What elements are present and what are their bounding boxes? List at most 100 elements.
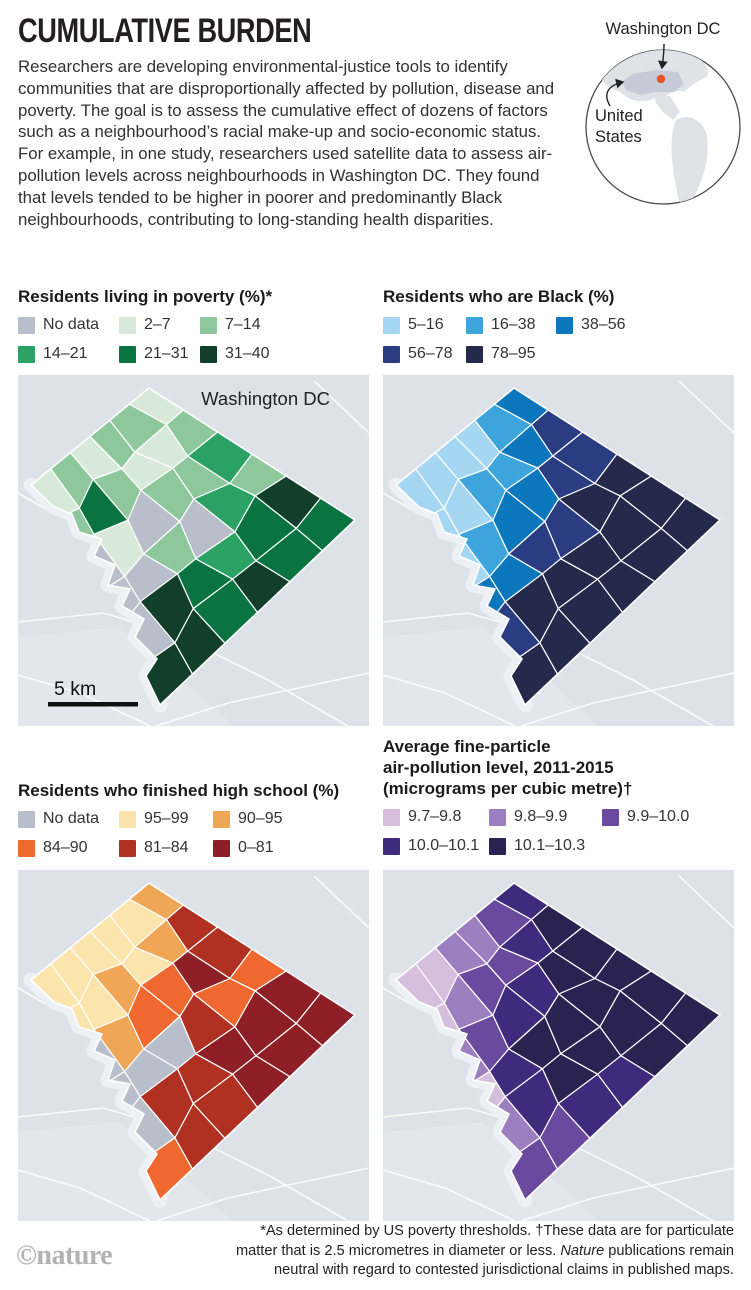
dc-neighbourhoods xyxy=(31,388,355,705)
road-line xyxy=(313,380,369,434)
legend-swatch xyxy=(213,839,230,857)
footer-note-nature-italic: Nature xyxy=(560,1242,605,1259)
legend-swatch xyxy=(200,316,217,334)
dc-neighbourhoods xyxy=(31,883,355,1200)
legend-swatch xyxy=(383,808,400,826)
legend-item: 21–31 xyxy=(119,345,200,363)
surrounding-land-tint xyxy=(18,1122,233,1221)
arrow-to-us-icon xyxy=(606,78,625,107)
legend-label: 7–14 xyxy=(225,316,261,333)
footer-note: *As determined by US poverty thresholds.… xyxy=(190,1222,734,1281)
legend-rows: 9.7–9.8 9.8–9.9 9.9–10.0 10.0–10.1 10.1–10.3 xyxy=(383,808,743,855)
road-line xyxy=(155,672,369,726)
globe-south-america xyxy=(671,117,708,204)
arrow-to-dc-icon xyxy=(658,43,668,70)
legend-item: 10.1–10.3 xyxy=(489,837,602,855)
road-line xyxy=(678,875,734,929)
legend-swatch xyxy=(119,839,136,857)
legend-item: 95–99 xyxy=(119,810,213,828)
legend-label: 56–78 xyxy=(408,345,453,362)
footer-note-line2-post: publications remain xyxy=(604,1242,734,1259)
legend-label: 84–90 xyxy=(43,839,88,856)
legend-item: 7–14 xyxy=(200,316,378,334)
legend-swatch xyxy=(213,810,230,828)
legend-item: 2–7 xyxy=(119,316,200,334)
footer-note-line2-pre: matter that is 2.5 micrometres in diamet… xyxy=(235,1242,561,1259)
legend-label: 38–56 xyxy=(581,316,626,333)
map-svg xyxy=(383,870,734,1221)
legend-item: 31–40 xyxy=(200,345,378,363)
map-poverty: Washington DC 5 km xyxy=(18,375,369,726)
legend-swatch xyxy=(383,316,400,334)
legend-swatch xyxy=(119,810,136,828)
legend-swatch xyxy=(18,810,35,828)
legend-item: 14–21 xyxy=(18,345,119,363)
map-air-pollution xyxy=(383,870,734,1221)
legend-item: 81–84 xyxy=(119,839,213,857)
legend-item: No data xyxy=(18,810,119,828)
legend-swatch xyxy=(556,316,573,334)
road-line xyxy=(678,380,734,434)
legend-item: 56–78 xyxy=(383,345,466,363)
legend-label: 81–84 xyxy=(144,839,189,856)
legend-label: 9.7–9.8 xyxy=(408,808,462,825)
legend-swatch xyxy=(466,345,483,363)
legend-item: 9.7–9.8 xyxy=(383,808,489,826)
road-line xyxy=(520,672,734,726)
globe-central-america xyxy=(654,94,680,120)
legend-title: Residents who are Black (%) xyxy=(383,287,615,306)
legend-swatch xyxy=(489,837,506,855)
legend-label: 10.0–10.1 xyxy=(408,837,480,854)
globe-country-label-line1: United xyxy=(595,107,643,125)
locator-globe-svg: Washington DC United States xyxy=(585,20,741,205)
page-title-text: CUMULATIVE BURDEN xyxy=(18,12,312,50)
map-high-school xyxy=(18,870,369,1221)
legend-label: 16–38 xyxy=(491,316,536,333)
legend-label: No data xyxy=(43,316,100,333)
surrounding-land-tint xyxy=(18,627,233,726)
surrounding-land-tint xyxy=(383,1122,598,1221)
legend-rows: 5–16 16–38 38–56 56–78 78–95 xyxy=(383,316,743,363)
legend-swatch xyxy=(383,345,400,363)
globe-city-label: Washington DC xyxy=(606,20,721,38)
dc-outline xyxy=(395,387,721,706)
legend-item: 10.0–10.1 xyxy=(383,837,489,855)
globe-country-label-line2: States xyxy=(595,128,642,146)
legend-swatch xyxy=(18,316,35,334)
legend-item: 9.9–10.0 xyxy=(602,808,743,826)
legend-label: 5–16 xyxy=(408,316,444,333)
legend-label: 31–40 xyxy=(225,345,270,362)
map-city-label: Washington DC xyxy=(201,388,330,409)
footer-note-line3: neutral with regard to contested jurisdi… xyxy=(274,1262,734,1278)
legend-rows: No data 95–99 90–95 84–90 81–84 0–81 xyxy=(18,810,378,857)
legend-high-school: Residents who finished high school (%) No… xyxy=(18,780,378,857)
legend-air-pollution: Average fine-particle air-pollution level… xyxy=(383,736,743,855)
legend-label: 90–95 xyxy=(238,810,283,827)
scale-bar-label: 5 km xyxy=(54,678,96,700)
legend-rows: No data 2–7 7–14 14–21 21–31 31–40 xyxy=(18,316,378,363)
legend-swatch xyxy=(18,839,35,857)
legend-label: 9.8–9.9 xyxy=(514,808,568,825)
legend-item: 16–38 xyxy=(466,316,556,334)
legend-label: 10.1–10.3 xyxy=(514,837,586,854)
legend-poverty: Residents living in poverty (%)* No data 2… xyxy=(18,286,378,363)
map-black-residents xyxy=(383,375,734,726)
legend-label: 2–7 xyxy=(144,316,171,333)
legend-swatch xyxy=(119,345,136,363)
road-line xyxy=(383,1169,516,1221)
road-line xyxy=(520,1167,734,1221)
legend-label: 78–95 xyxy=(491,345,536,362)
legend-label: 95–99 xyxy=(144,810,189,827)
legend-label: 9.9–10.0 xyxy=(627,808,690,825)
road-line xyxy=(18,674,151,726)
scale-bar xyxy=(48,702,138,707)
road-line xyxy=(313,875,369,929)
legend-label: 21–31 xyxy=(144,345,189,362)
legend-label: 0–81 xyxy=(238,839,274,856)
page-title: CUMULATIVE BURDEN xyxy=(18,12,385,51)
legend-item: No data xyxy=(18,316,119,334)
legend-item: 90–95 xyxy=(213,810,378,828)
dc-outline xyxy=(30,387,356,706)
legend-item: 84–90 xyxy=(18,839,119,857)
